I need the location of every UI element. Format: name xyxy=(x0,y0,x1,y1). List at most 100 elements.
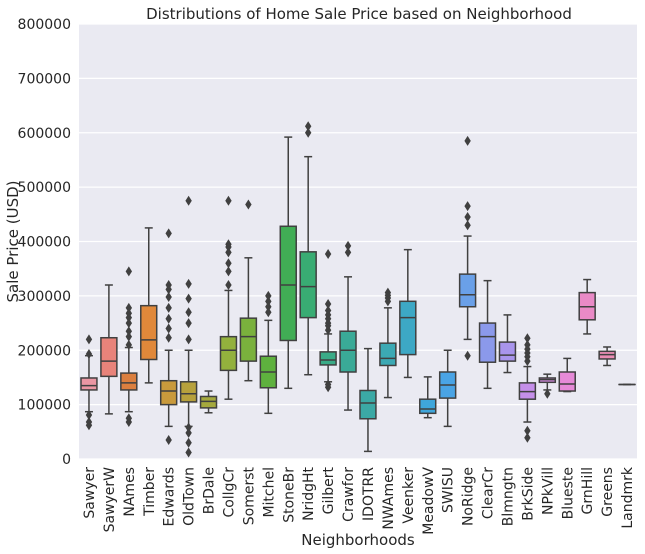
x-tick-label: Blueste xyxy=(560,467,576,519)
x-tick-label: CollgCr xyxy=(221,467,237,518)
x-tick-label: OldTown xyxy=(182,467,198,526)
iqr-box xyxy=(179,381,198,403)
outlier-point xyxy=(185,422,192,433)
iqr-box xyxy=(458,273,477,308)
outlier-point xyxy=(524,333,531,344)
outlier-point xyxy=(185,195,192,206)
outlier-point xyxy=(185,437,192,448)
iqr-box xyxy=(419,398,437,415)
outlier-point xyxy=(185,447,192,458)
x-tick-label: BrkSide xyxy=(520,467,536,521)
outlier-point xyxy=(265,307,272,318)
outlier-point xyxy=(125,413,133,424)
outlier-point xyxy=(344,247,352,258)
outlier-point xyxy=(165,280,172,290)
outlier-point xyxy=(324,249,332,260)
x-tick-label: NridgHt xyxy=(301,467,317,521)
outlier-point xyxy=(125,308,133,319)
box-group-nridght xyxy=(299,121,317,376)
y-tick-label: 100000 xyxy=(18,398,71,414)
outlier-point xyxy=(225,258,232,269)
x-tick-label: Edwards xyxy=(162,467,178,526)
x-tick-label: GrnHill xyxy=(580,467,596,514)
iqr-box xyxy=(299,251,317,319)
outlier-point xyxy=(384,287,392,298)
box-group-brdale xyxy=(199,390,218,414)
outlier-point xyxy=(324,305,332,316)
outlier-point xyxy=(125,331,133,342)
x-tick-label: NWAmes xyxy=(381,467,397,530)
x-tick-label: Landmrk xyxy=(620,466,636,529)
x-tick-label: IDOTRR xyxy=(361,467,377,521)
iqr-box xyxy=(120,372,138,391)
iqr-box xyxy=(140,304,158,361)
outlier-point xyxy=(464,135,471,146)
x-tick-label: Sawyer xyxy=(82,467,98,519)
outlier-point xyxy=(524,339,531,350)
box-group-names xyxy=(120,266,138,428)
iqr-box xyxy=(498,341,517,362)
y-tick-label: 300000 xyxy=(18,289,71,305)
iqr-box xyxy=(379,342,397,367)
box-group-edwards xyxy=(159,228,178,445)
outlier-point xyxy=(524,425,531,436)
outlier-point xyxy=(225,280,232,290)
box-group-grnhill xyxy=(578,278,596,335)
outlier-point xyxy=(544,388,551,399)
outlier-point xyxy=(245,199,252,210)
outlier-point xyxy=(125,302,133,313)
outlier-point xyxy=(185,278,192,289)
outlier-point xyxy=(464,201,471,212)
outlier-point xyxy=(165,228,172,239)
iqr-box xyxy=(558,371,576,392)
y-tick-label: 700000 xyxy=(18,71,71,87)
x-tick-label: Mitchel xyxy=(261,467,277,518)
outlier-point xyxy=(125,326,133,337)
outlier-point xyxy=(85,409,93,420)
x-tick-label: Crawfor xyxy=(341,467,357,522)
outlier-point xyxy=(185,334,192,345)
outlier-point xyxy=(165,434,172,445)
y-tick-label: 500000 xyxy=(18,180,71,196)
box-group-idotrr xyxy=(359,347,377,453)
iqr-box xyxy=(239,317,258,362)
y-tick-label: 600000 xyxy=(18,126,71,142)
box-group-stonebr xyxy=(279,136,297,390)
box-group-sawyerw xyxy=(100,284,118,415)
outlier-point xyxy=(165,332,172,343)
outlier-point xyxy=(165,323,172,334)
iqr-box xyxy=(399,300,417,356)
outlier-point xyxy=(304,121,312,132)
box-group-oldtown xyxy=(179,195,198,458)
outlier-point xyxy=(165,291,172,302)
outlier-point xyxy=(464,212,471,223)
y-axis-label: Sale Price (USD) xyxy=(4,181,22,303)
y-tick-label: 0 xyxy=(62,452,71,468)
outlier-point xyxy=(464,350,471,361)
iqr-box xyxy=(339,330,357,373)
outlier-point xyxy=(85,334,93,345)
box-group-blmngtn xyxy=(498,314,517,374)
outlier-point xyxy=(165,302,172,313)
box-group-timber xyxy=(140,227,158,384)
box-group-gilbert xyxy=(319,249,337,393)
box-group-crawfor xyxy=(339,240,357,411)
y-tick-label: 400000 xyxy=(18,235,71,251)
iqr-box xyxy=(478,322,497,363)
chart-title: Distributions of Home Sale Price based o… xyxy=(146,5,572,23)
box-group-npkvill xyxy=(538,373,557,399)
outlier-point xyxy=(344,240,352,251)
outlier-point xyxy=(304,127,312,138)
outlier-point xyxy=(225,195,232,206)
outlier-point xyxy=(265,301,272,312)
outlier-point xyxy=(125,318,133,329)
x-tick-label: Timber xyxy=(142,467,158,517)
x-tick-label: NoRidge xyxy=(461,467,477,526)
iqr-box xyxy=(199,395,218,409)
iqr-box xyxy=(100,336,118,378)
x-axis-label: Neighborhoods xyxy=(301,531,415,549)
x-tick-label: Blmngtn xyxy=(500,467,516,526)
outlier-point xyxy=(125,339,133,350)
x-tick-label: Greens xyxy=(600,467,616,517)
